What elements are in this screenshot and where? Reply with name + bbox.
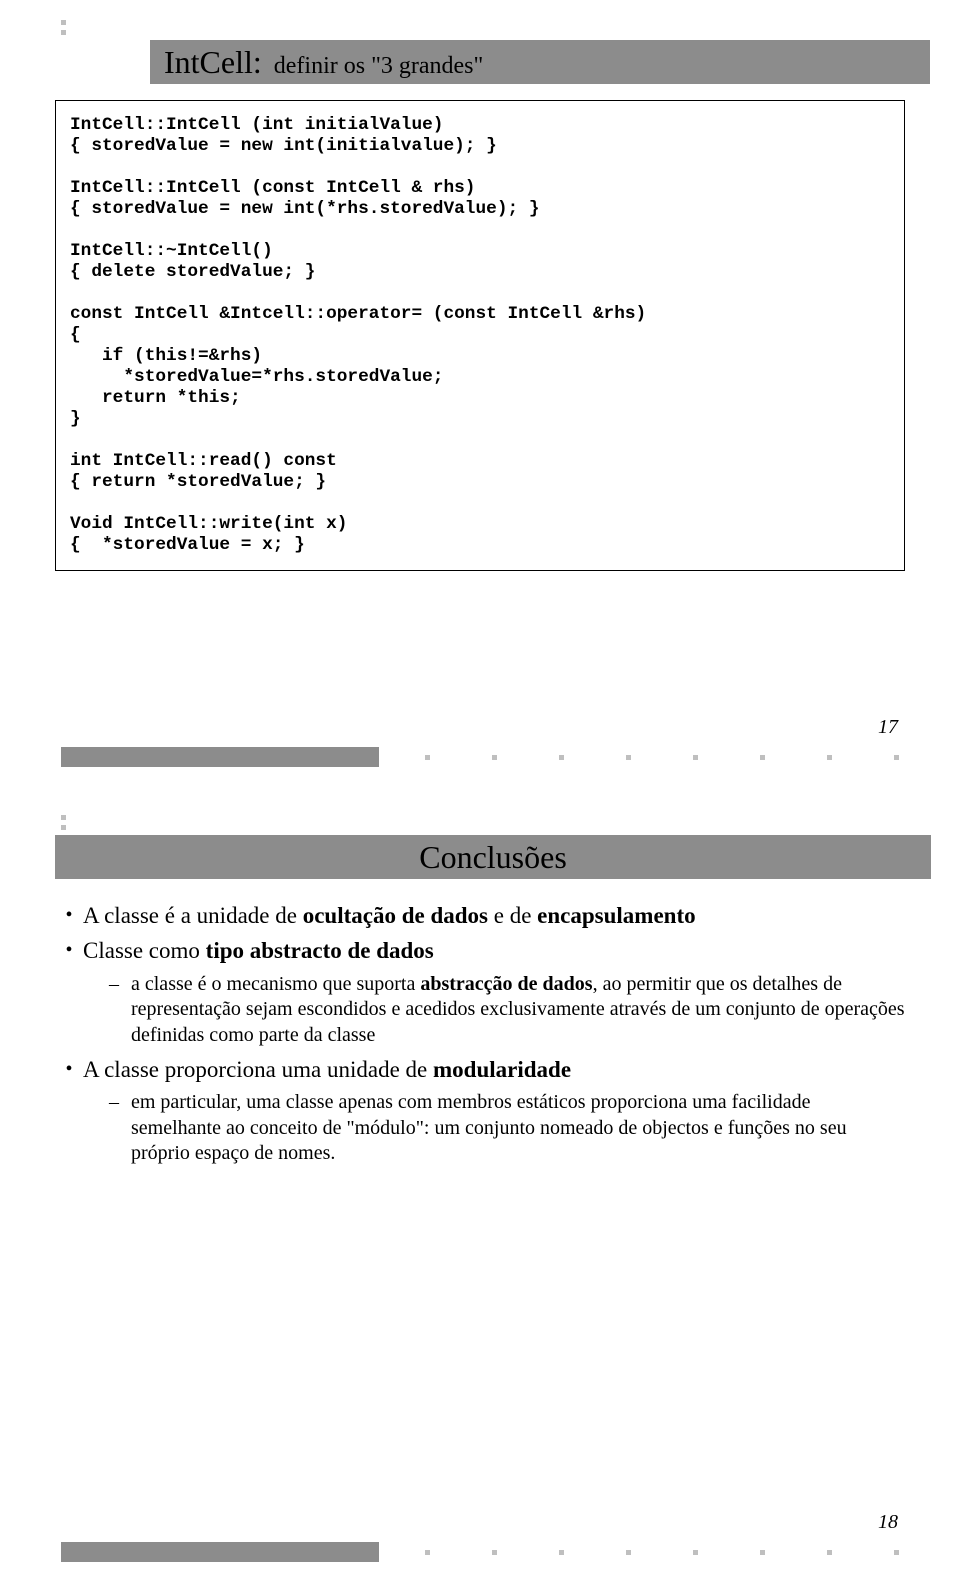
bullet-lvl2: – a classe é o mecanismo que suporta abs… [109,972,905,1049]
dot [693,1550,698,1555]
dot [760,1550,765,1555]
slide-title: Conclusões [419,839,567,876]
text-part: A classe proporciona uma unidade de [83,1057,433,1082]
bullet-dot-icon: • [55,1055,83,1084]
title-main: IntCell: [164,44,262,80]
footer-dots [379,755,905,760]
page-number: 18 [878,1511,898,1534]
title-bar: Conclusões [55,835,931,879]
dot [61,20,66,25]
bullet-dash-icon: – [109,972,131,1049]
dot [693,755,698,760]
dot [894,755,899,760]
dot [61,815,66,820]
dot [492,755,497,760]
bullet-dot-icon: • [55,901,83,930]
dot [61,30,66,35]
slide-title: IntCell: definir os "3 grandes" [164,44,483,81]
text-bold: encapsulamento [537,903,695,928]
title-dots-top [61,20,66,35]
dot [626,755,631,760]
dot [492,1550,497,1555]
page-number: 17 [878,716,898,739]
bullet-text: A classe proporciona uma unidade de modu… [83,1055,905,1084]
text-bold: ocultação de dados [303,903,488,928]
dot [61,825,66,830]
bullet-text: em particular, uma classe apenas com mem… [131,1090,905,1167]
text-bold: modularidade [433,1057,571,1082]
bullet-text: A classe é a unidade de ocultação de dad… [83,901,905,930]
bullet-lvl1: • A classe proporciona uma unidade de mo… [55,1055,905,1084]
dot [425,1550,430,1555]
title-sub: definir os "3 grandes" [274,53,484,79]
dot [827,755,832,760]
text-bold: abstracção de dados [420,973,592,995]
code-block: IntCell::IntCell (int initialValue) { st… [55,100,905,571]
dot [559,1550,564,1555]
text-part: Classe como [83,938,206,963]
dot [626,1550,631,1555]
dot [425,755,430,760]
bullet-lvl1: • Classe como tipo abstracto de dados [55,936,905,965]
dot [894,1550,899,1555]
footer-decoration [55,1542,905,1562]
footer-decoration [55,747,905,767]
bullet-lvl1: • A classe é a unidade de ocultação de d… [55,901,905,930]
text-bold: tipo abstracto de dados [206,938,434,963]
slide-1: IntCell: definir os "3 grandes" IntCell:… [0,0,960,795]
dot [827,1550,832,1555]
bullet-text: a classe é o mecanismo que suporta abstr… [131,972,905,1049]
dot [559,755,564,760]
title-dots-top [61,815,66,830]
bullet-dot-icon: • [55,936,83,965]
text-part: a classe é o mecanismo que suporta [131,973,420,995]
dot [760,755,765,760]
text-part: e de [488,903,537,928]
footer-dots [379,1550,905,1555]
text-part: A classe é a unidade de [83,903,303,928]
slide-2: Conclusões • A classe é a unidade de ocu… [0,795,960,1590]
title-bar: IntCell: definir os "3 grandes" [150,40,930,84]
bullet-text: Classe como tipo abstracto de dados [83,936,905,965]
footer-bar [61,1542,379,1562]
bullet-list: • A classe é a unidade de ocultação de d… [55,901,905,1167]
footer-bar [61,747,379,767]
bullet-dash-icon: – [109,1090,131,1167]
bullet-lvl2: – em particular, uma classe apenas com m… [109,1090,905,1167]
